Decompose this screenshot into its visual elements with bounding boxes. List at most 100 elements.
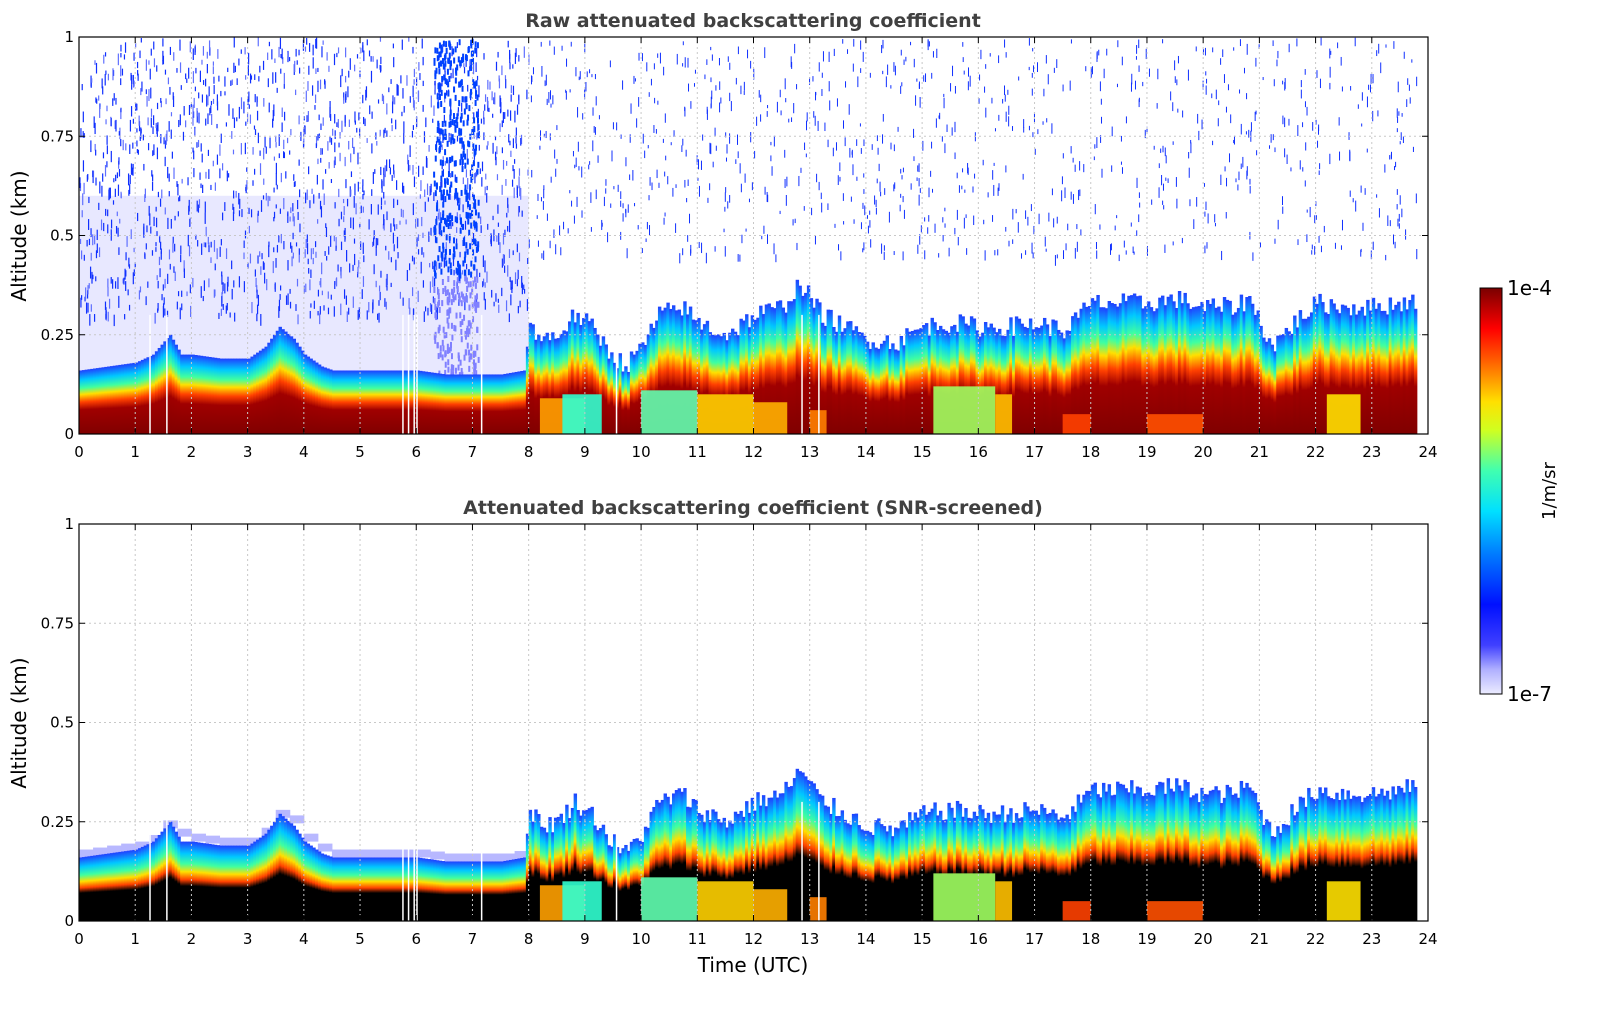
noise-mark	[119, 218, 121, 224]
noise-mark	[283, 151, 285, 159]
noise-mark	[1319, 163, 1321, 170]
noise-mark	[113, 93, 115, 101]
profile-column	[1335, 792, 1339, 921]
profile-column	[419, 370, 423, 434]
profile-column	[1239, 294, 1244, 434]
profile-column	[236, 845, 240, 921]
plume-mark	[445, 41, 448, 48]
noise-mark	[943, 97, 945, 109]
noise-mark	[192, 71, 195, 84]
plume-mark	[438, 262, 441, 269]
plume-mark	[442, 326, 445, 333]
plume-mark	[455, 267, 458, 274]
noise-mark	[1403, 51, 1405, 59]
noise-mark	[140, 128, 142, 134]
noise-mark	[461, 102, 463, 112]
noise-mark	[974, 173, 976, 179]
noise-mark	[334, 130, 336, 140]
noise-mark	[594, 127, 596, 135]
profile-column	[1057, 329, 1061, 434]
profile-column	[362, 857, 367, 921]
profile-column	[1394, 794, 1398, 921]
noise-mark	[218, 75, 220, 82]
noise-mark	[729, 133, 731, 144]
plume-mark	[435, 67, 438, 74]
noise-mark	[451, 48, 453, 53]
x-tick-label: 22	[1306, 930, 1325, 948]
plume-mark	[476, 168, 479, 175]
noise-mark	[648, 92, 650, 97]
noise-mark	[881, 44, 883, 54]
noise-mark	[157, 191, 160, 198]
noise-mark	[1320, 37, 1322, 46]
noise-mark	[136, 103, 138, 111]
noise-mark	[299, 223, 301, 233]
noise-mark	[590, 227, 592, 232]
profile-column	[938, 810, 943, 921]
noise-mark	[818, 181, 820, 191]
profile-column	[1146, 301, 1151, 434]
noise-mark	[493, 229, 495, 242]
profile-column	[739, 810, 743, 921]
noise-mark	[250, 75, 253, 80]
noise-mark	[482, 278, 485, 286]
noise-mark	[1138, 65, 1140, 72]
noise-mark	[541, 65, 543, 77]
y-tick-label: 1	[64, 28, 74, 46]
noise-mark	[231, 131, 233, 139]
noise-mark	[102, 152, 105, 159]
noise-mark	[1189, 199, 1191, 207]
noise-mark	[379, 291, 381, 301]
plume-mark	[465, 277, 468, 284]
plume-mark	[439, 51, 442, 58]
profile-column	[1071, 316, 1075, 434]
noise-mark	[687, 235, 689, 242]
plume-mark	[449, 98, 452, 105]
noise-mark	[483, 117, 485, 125]
profile-column	[837, 315, 842, 434]
noise-mark	[386, 211, 388, 221]
profile-column	[1408, 300, 1412, 434]
plume-mark	[449, 60, 452, 67]
noise-mark	[146, 96, 148, 107]
noise-mark	[503, 254, 505, 264]
noise-mark	[81, 210, 83, 218]
plume-mark	[441, 255, 444, 262]
profile-column	[1270, 836, 1275, 921]
plume-mark	[467, 212, 470, 219]
noise-mark	[1204, 245, 1206, 254]
noise-mark	[306, 189, 308, 200]
noise-mark	[729, 62, 731, 70]
noise-mark	[147, 117, 149, 126]
noise-mark	[1053, 67, 1055, 73]
profile-column	[1104, 308, 1109, 434]
profile-column	[885, 831, 889, 921]
plume-mark	[474, 99, 477, 106]
plume-mark	[462, 237, 465, 244]
profile-column	[1394, 304, 1398, 434]
plume-mark	[446, 189, 449, 196]
noise-mark	[1095, 241, 1097, 250]
profile-column	[191, 841, 195, 921]
profile-column	[1276, 826, 1280, 921]
noise-mark	[462, 204, 464, 213]
aerosol-patch	[1326, 881, 1361, 921]
noise-mark	[549, 133, 551, 141]
data-gap	[818, 801, 820, 921]
noise-mark	[156, 147, 159, 160]
noise-mark	[298, 49, 300, 56]
profile-column	[1242, 311, 1246, 434]
noise-mark	[957, 237, 959, 246]
profile-column	[764, 304, 769, 434]
noise-mark	[187, 234, 189, 247]
plume-mark	[439, 351, 442, 358]
profile-column	[104, 366, 108, 434]
profile-column	[1225, 299, 1230, 434]
noise-mark	[226, 170, 228, 182]
noise-mark	[793, 103, 795, 114]
profile-column	[458, 861, 462, 921]
noise-mark	[513, 159, 516, 164]
noise-mark	[982, 159, 984, 166]
plume-mark	[434, 224, 437, 231]
profile-column	[219, 845, 223, 921]
